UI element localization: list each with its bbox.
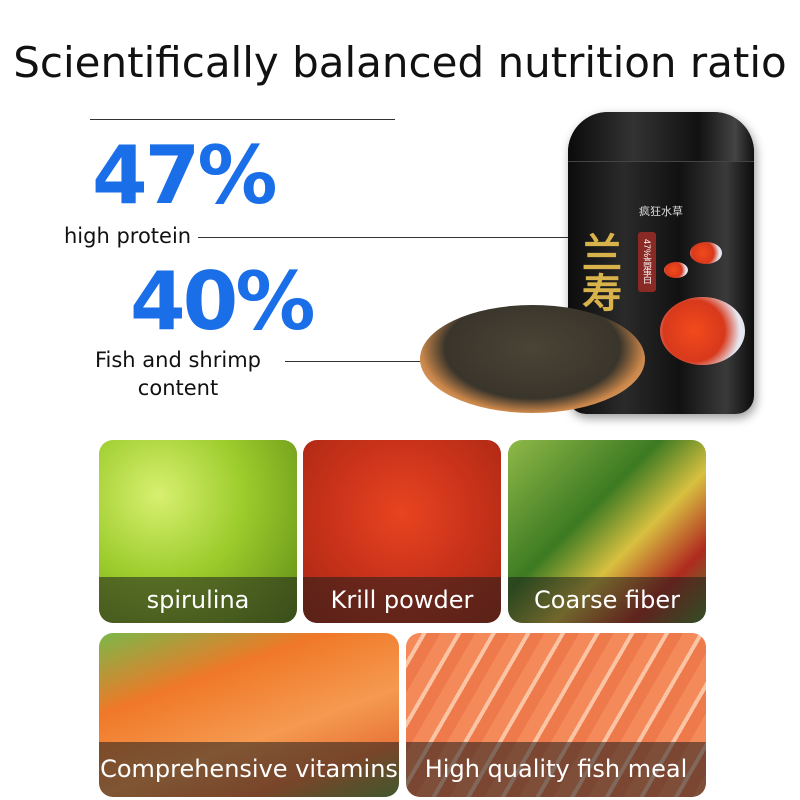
jar-badge: 47%高蛋白 [638,232,656,292]
jar-name: 兰寿 [575,232,622,312]
page-title: Scientifically balanced nutrition ratio [13,38,787,87]
protein-pointer-line [198,237,570,238]
protein-label: high protein [64,224,192,248]
fish-shrimp-pointer-line [285,361,435,362]
ingredient-tile-krill: Krill powder [303,440,501,623]
goldfish-image [664,262,688,278]
food-pellets-bowl [420,305,645,413]
jar-brand: 疯狂水草 [639,206,683,218]
jar-lid [568,112,754,162]
ingredient-tile-fish-meal: High quality fish meal [406,633,706,797]
goldfish-image [660,297,745,365]
fish-shrimp-label: Fish and shrimp content [94,348,261,400]
ingredient-tile-fiber: Coarse fiber [508,440,706,623]
ingredient-label: Coarse fiber [508,577,706,623]
goldfish-image [690,242,722,264]
ingredient-tile-vitamins: Comprehensive vitamins [99,633,399,797]
ingredient-label: High quality fish meal [406,742,706,797]
ingredient-label: Krill powder [303,577,501,623]
fish-shrimp-percent: 40% [130,255,315,348]
ingredient-tile-spirulina: spirulina [99,440,297,623]
divider [90,119,395,120]
ingredient-label: spirulina [99,577,297,623]
ingredient-label: Comprehensive vitamins [99,742,399,797]
protein-percent: 47% [92,129,277,222]
